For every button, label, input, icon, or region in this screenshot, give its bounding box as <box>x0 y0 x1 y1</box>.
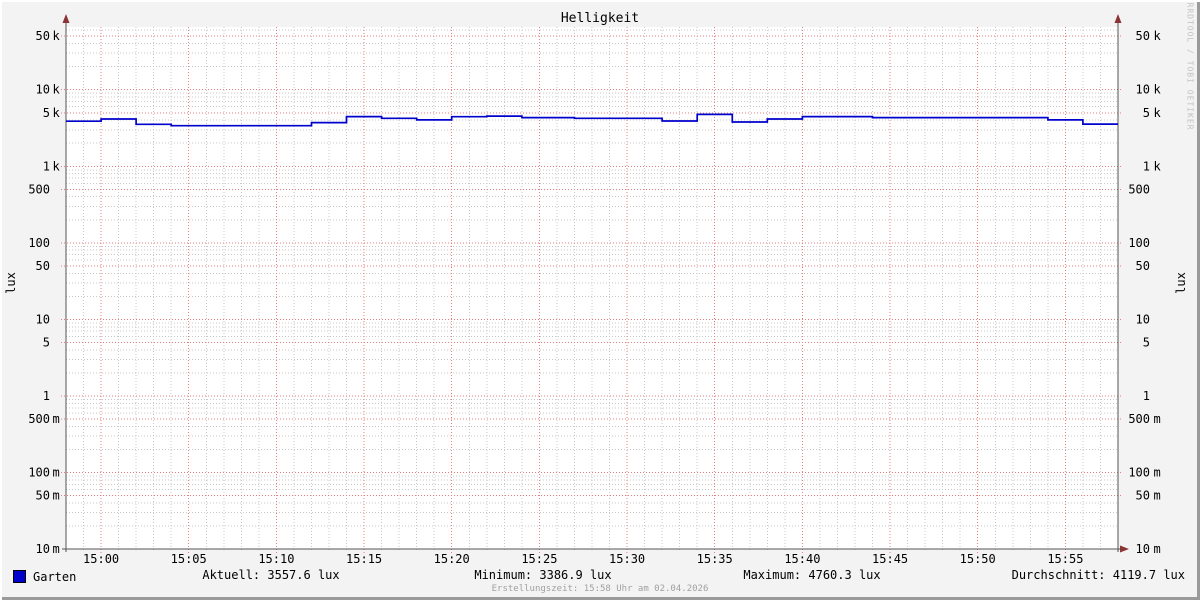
x-tick-label: 15:55 <box>1047 552 1083 566</box>
y-tick-suffix-right: m <box>1154 489 1161 503</box>
tick-labels: 15:00 15:05 15:10 15:15 15:20 15:25 15:30 15:35… <box>28 29 1161 566</box>
y-tick-suffix-right: k <box>1154 159 1162 173</box>
y-tick-suffix-left: k <box>53 106 61 120</box>
x-tick-label: 15:05 <box>171 552 207 566</box>
y-tick-suffix-left: m <box>53 466 60 480</box>
y-tick-label-left: 10 <box>36 312 50 326</box>
y-tick-suffix-left: k <box>53 29 61 43</box>
stat-aktuell: Aktuell: 3557.6 lux <box>202 568 340 582</box>
axis-arrows <box>62 14 1129 553</box>
y-tick-label-right: 1 <box>1143 389 1150 403</box>
y-tick-suffix-left: k <box>53 83 61 97</box>
legend-swatch-garten <box>13 570 26 583</box>
chart-title: Helligkeit <box>560 11 640 26</box>
y-axis-label-right: lux <box>1174 272 1188 294</box>
y-tick-label-right: 50 <box>1136 489 1150 503</box>
y-tick-suffix-right: m <box>1154 466 1161 480</box>
y-tick-label-right: 50 <box>1136 259 1150 273</box>
y-tick-label-right: 1 <box>1143 159 1150 173</box>
y-tick-label-left: 100 <box>28 236 50 250</box>
y-tick-label-right: 5 <box>1143 106 1150 120</box>
y-tick-label-right: 10 <box>1136 83 1150 97</box>
legend: Garten <box>13 566 76 584</box>
y-axis-label-left: lux <box>4 272 18 294</box>
y-axis-arrow-left <box>62 14 70 23</box>
creation-time: Erstellungszeit: 15:58 Uhr am 02.04.2026 <box>491 584 709 594</box>
y-tick-suffix-right: m <box>1154 412 1161 426</box>
y-tick-suffix-right: m <box>1154 542 1161 556</box>
y-tick-suffix-left: m <box>53 412 60 426</box>
y-tick-suffix-right: k <box>1154 106 1162 120</box>
x-tick-label: 15:50 <box>960 552 996 566</box>
y-tick-suffix-left: k <box>53 159 61 173</box>
y-tick-suffix-left: m <box>53 489 60 503</box>
stat-maximum: Maximum: 4760.3 lux <box>743 568 881 582</box>
stat-minimum: Minimum: 3386.9 lux <box>474 568 612 582</box>
y-tick-label-right: 10 <box>1136 542 1150 556</box>
y-tick-label-left: 50 <box>36 489 50 503</box>
y-tick-label-right: 10 <box>1136 312 1150 326</box>
y-tick-label-left: 1 <box>43 389 50 403</box>
y-tick-label-right: 500 <box>1128 182 1150 196</box>
x-tick-label: 15:20 <box>434 552 470 566</box>
y-tick-suffix-right: k <box>1154 29 1162 43</box>
y-tick-suffix-left: m <box>53 542 60 556</box>
y-tick-label-left: 50 <box>36 259 50 273</box>
y-tick-label-left: 500 <box>28 182 50 196</box>
y-tick-label-left: 50 <box>36 29 50 43</box>
x-tick-label: 15:30 <box>609 552 645 566</box>
major-grid <box>61 27 1123 553</box>
y-tick-label-right: 50 <box>1136 29 1150 43</box>
x-axis-arrow <box>1120 545 1129 553</box>
y-tick-label-left: 5 <box>43 106 50 120</box>
y-tick-label-left: 100 <box>28 466 50 480</box>
x-tick-label: 15:40 <box>784 552 820 566</box>
y-tick-suffix-right: k <box>1154 83 1162 97</box>
y-tick-label-right: 100 <box>1128 466 1150 480</box>
y-axis-arrow-right <box>1114 14 1122 23</box>
rrdtool-watermark: RRDTOOL / TOBI OETIKER <box>1185 2 1195 131</box>
series-line-garten <box>66 113 1118 127</box>
x-tick-label: 15:15 <box>346 552 382 566</box>
axes <box>62 18 1122 552</box>
y-tick-label-left: 10 <box>36 542 50 556</box>
x-tick-label: 15:35 <box>697 552 733 566</box>
x-tick-label: 15:25 <box>521 552 557 566</box>
stat-durchschnitt: Durchschnitt: 4119.7 lux <box>1011 568 1185 582</box>
x-tick-label: 15:45 <box>872 552 908 566</box>
y-tick-label-left: 5 <box>43 335 50 349</box>
y-tick-label-right: 5 <box>1143 335 1150 349</box>
y-tick-label-right: 500 <box>1128 412 1150 426</box>
x-tick-label: 15:00 <box>83 552 119 566</box>
y-tick-label-right: 100 <box>1128 236 1150 250</box>
y-tick-label-left: 500 <box>28 412 50 426</box>
x-tick-label: 15:10 <box>258 552 294 566</box>
y-tick-label-left: 1 <box>43 159 50 173</box>
y-tick-label-left: 10 <box>36 83 50 97</box>
legend-label-garten: Garten <box>33 570 77 584</box>
